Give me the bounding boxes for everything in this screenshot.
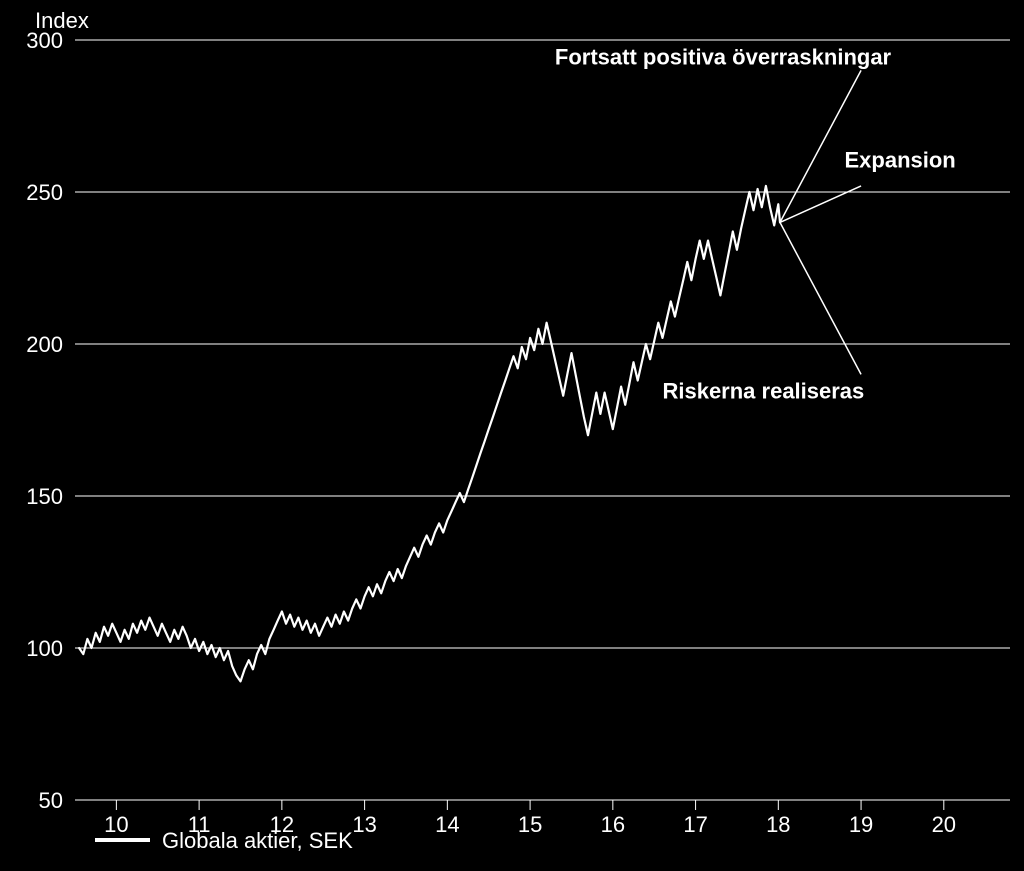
scenario-label: Expansion — [845, 148, 956, 173]
y-tick-label: 50 — [39, 788, 63, 813]
x-tick-label: 19 — [849, 812, 873, 837]
scenario-label: Riskerna realiseras — [662, 379, 864, 404]
scenario-label: Fortsatt positiva överraskningar — [555, 44, 892, 69]
x-tick-label: 10 — [104, 812, 128, 837]
x-tick-label: 13 — [352, 812, 376, 837]
x-tick-label: 14 — [435, 812, 459, 837]
x-tick-label: 15 — [518, 812, 542, 837]
x-tick-label: 17 — [683, 812, 707, 837]
y-tick-label: 100 — [26, 636, 63, 661]
chart-background — [0, 0, 1024, 871]
y-axis-label: Index — [35, 8, 89, 33]
legend-label: Globala aktier, SEK — [162, 828, 353, 853]
x-tick-label: 20 — [932, 812, 956, 837]
line-chart: 50100150200250300Index101112131415161718… — [0, 0, 1024, 871]
y-tick-label: 200 — [26, 332, 63, 357]
x-tick-label: 18 — [766, 812, 790, 837]
y-tick-label: 150 — [26, 484, 63, 509]
chart-container: 50100150200250300Index101112131415161718… — [0, 0, 1024, 871]
x-tick-label: 16 — [601, 812, 625, 837]
y-tick-label: 250 — [26, 180, 63, 205]
